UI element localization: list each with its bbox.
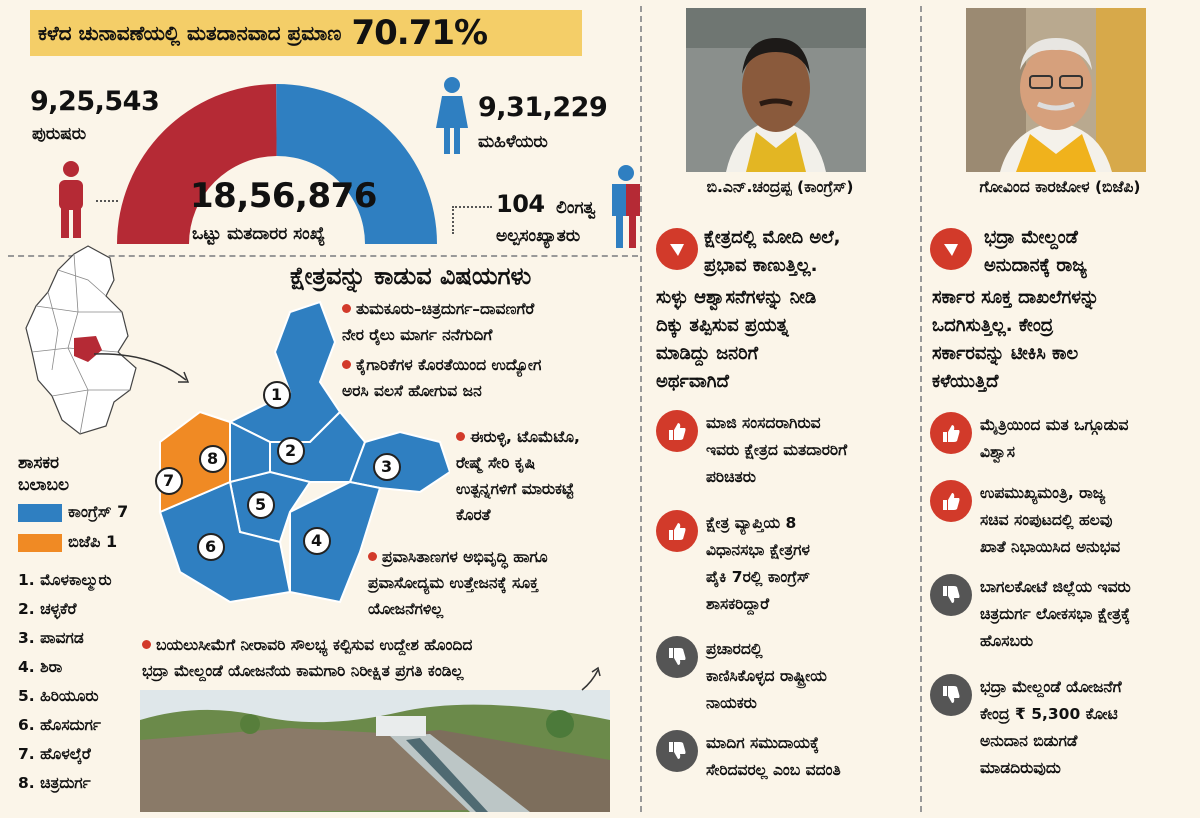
legend-bjp: ಬಿಜೆಪಿ 1 [18, 532, 117, 552]
male-voter-label: ಪುರುಷರು [32, 124, 87, 144]
minority-connector [452, 206, 492, 234]
issue-item-2: ಕೈಗಾರಿಕೆಗಳ ಕೊರತೆಯಿಂದ ಉದ್ಯೋಗ ಅರಸಿ ವಲಸೆ ಹೋ… [342, 356, 542, 400]
male-voter-count: 9,25,543 [30, 86, 160, 117]
candidate2-quote-body: ಸರ್ಕಾರ ಸೂಕ್ತ ದಾಖಲೆಗಳನ್ನು ಒದಗಿಸುತ್ತಿಲ್ಲ. … [932, 287, 1100, 392]
thumbs-down-icon [656, 636, 698, 678]
map-label-4: 4 [302, 526, 332, 560]
candidate1-quote-body: ಸುಳ್ಳು ಆಶ್ವಾಸನೆಗಳನ್ನು ನೀಡಿ ದಿಕ್ಕು ತಪ್ಪಿಸ… [656, 287, 817, 392]
male-connector [96, 200, 118, 202]
list-item: 8. ಚಿತ್ರದುರ್ಗ [18, 774, 91, 792]
legend-congress: ಕಾಂಗ್ರೆಸ್ 7 [18, 502, 128, 522]
constituency-list: 1. ಮೊಳಕಾಲ್ಮುರು 2. ಚಳ್ಳಕೆರೆ 3. ಪಾವಗಡ 4. ಶ… [18, 566, 112, 798]
candidate1-pro-1: ಮಾಜಿ ಸಂಸದರಾಗಿರುವ ಇವರು ಕ್ಷೇತ್ರದ ಮತದಾರರಿಗೆ ಪ… [656, 410, 847, 491]
total-voter-count: 18,56,876 [190, 176, 377, 216]
turnout-label: ಕಳೆದ ಚುನಾವಣೆಯಲ್ಲಿ ಮತದಾನವಾದ ಪ್ರಮಾಣ [38, 21, 342, 45]
bullet-icon [368, 552, 377, 561]
issue-item-3: ಈರುಳ್ಳಿ, ಟೊಮೆಟೊ, ರೇಷ್ಮೆ ಸೇರಿ ಕೃಷಿ ಉತ್ಪನ್… [456, 428, 580, 524]
column-divider-left [640, 6, 642, 812]
minority-count-label: ಲಿಂಗತ್ವ [556, 198, 596, 218]
region-6 [158, 480, 292, 604]
female-voter-label: ಮಹಿಳೆಯರು [478, 132, 548, 152]
thumbs-up-icon [656, 510, 698, 552]
bullet-icon [342, 360, 351, 369]
female-voter-arc [276, 84, 437, 244]
section-divider [8, 255, 638, 257]
minority-label: ಅಲ್ಪಸಂಖ್ಯಾತರು [496, 226, 581, 246]
canal-photo [140, 690, 610, 812]
list-item: 3. ಪಾವಗಡ [18, 629, 84, 647]
candidate1-photo [686, 8, 866, 172]
issue-item-1: ತುಮಕೂರು–ಚಿತ್ರದುರ್ಗ–ದಾವಣಗೆರೆ ನೇರ ರೈಲು ಮಾರ… [342, 300, 535, 344]
map-label-5: 5 [246, 490, 276, 524]
list-item: 4. ಶಿರಾ [18, 658, 63, 676]
column-divider-right [920, 6, 922, 812]
candidate1-con-2: ಮಾದಿಗ ಸಮುದಾಯಕ್ಕೆ ಸೇರಿದವರಲ್ಲ ಎಂಬ ವದಂತಿ [656, 730, 841, 784]
map-label-2: 2 [276, 436, 306, 470]
list-item: 5. ಹಿರಿಯೂರು [18, 687, 99, 705]
map-label-6: 6 [196, 532, 226, 566]
issue-item-4: ಪ್ರವಾಸಿತಾಣಗಳ ಅಭಿವೃದ್ಧಿ ಹಾಗೂ ಪ್ರವಾಸೋದ್ಯಮ … [368, 548, 548, 618]
candidate2-con-2: ಭದ್ರಾ ಮೇಲ್ದಂಡೆ ಯೋಜನೆಗೆ ಕೇಂದ್ರ ₹ 5,300 ಕೋಟ… [930, 674, 1122, 782]
map-label-1: 1 [262, 380, 292, 414]
issues-title: ಕ್ಷೇತ್ರವನ್ನು ಕಾಡುವ ವಿಷಯಗಳು [290, 262, 532, 290]
quote-icon [930, 228, 972, 270]
male-voter-arc [117, 84, 277, 245]
candidate2-photo [966, 8, 1146, 172]
quote-icon [656, 228, 698, 270]
issue-item-5: ಬಯಲುಸೀಮೆಗೆ ನೀರಾವರಿ ಸೌಲಭ್ಯ ಕಲ್ಪಿಸುವ ಉದ್ದೇ… [142, 636, 473, 680]
bjp-swatch [18, 533, 62, 552]
karnataka-locator-map [25, 245, 137, 435]
locator-arrow-icon [93, 353, 190, 383]
candidate1-pro-2: ಕ್ಷೇತ್ರ ವ್ಯಾಪ್ತಿಯ 8 ವಿಧಾನಸಭಾ ಕ್ಷೇತ್ರಗಳ ಪೈಕ… [656, 510, 810, 618]
thumbs-up-icon [930, 412, 972, 454]
region-8 [229, 420, 271, 484]
candidate2-con-1: ಬಾಗಲಕೋಟೆ ಜಿಲ್ಲೆಯ ಇವರು ಚಿತ್ರದುರ್ಗ ಲೋಕಸಭಾ ಕ… [930, 574, 1131, 655]
list-item: 2. ಚಳ್ಳಕೆರೆ [18, 600, 77, 618]
map-label-7: 7 [154, 466, 184, 500]
bullet-icon [456, 432, 465, 441]
candidate1-con-1: ಪ್ರಚಾರದಲ್ಲಿ ಕಾಣಿಸಿಕೊಳ್ಳದ ರಾಷ್ಟ್ರೀಯ ನಾಯಕರು [656, 636, 827, 717]
candidate1-name: ಬಿ.ಎನ್‌.ಚಂದ್ರಪ್ಪ (ಕಾಂಗ್ರೆಸ್‌) [706, 178, 854, 196]
map-label-3: 3 [372, 452, 402, 486]
male-person-icon [59, 161, 83, 238]
candidate2-quote-intro: ಭದ್ರಾ ಮೇಲ್ದಂಡೆ ಅನುದಾನಕ್ಕೆ ರಾಜ್ಯ [984, 227, 1087, 276]
candidate1-quote-intro: ಕ್ಷೇತ್ರದಲ್ಲಿ ಮೋದಿ ಅಲೆ, ಪ್ರಭಾವ ಕಾಣುತ್ತಿಲ್… [704, 227, 841, 276]
candidate2-name: ಗೋವಿಂದ ಕಾರಜೋಳ (ಬಿಜೆಪಿ) [979, 178, 1141, 196]
bullet-icon [342, 304, 351, 313]
thumbs-down-icon [656, 730, 698, 772]
thumbs-up-icon [930, 480, 972, 522]
map-label-8: 8 [198, 444, 228, 478]
thumbs-up-icon [656, 410, 698, 452]
pointer-arrow-icon [581, 666, 601, 691]
voter-half-donut [117, 84, 437, 245]
list-item: 1. ಮೊಳಕಾಲ್ಮುರು [18, 571, 112, 589]
total-voter-label: ಒಟ್ಟು ಮತದಾರರ ಸಂಖ್ಯೆ [192, 224, 326, 244]
list-item: 6. ಹೊಸದುರ್ಗ [18, 716, 101, 734]
thumbs-down-icon [930, 674, 972, 716]
transgender-person-icon [612, 165, 640, 248]
candidate2-pro-1: ಮೈತ್ರಿಯಿಂದ ಮತ ಒಗ್ಗೂಡುವ ವಿಶ್ವಾಸ [930, 412, 1128, 466]
turnout-value: 70.71% [351, 13, 488, 53]
candidate2-pro-2: ಉಪಮುಖ್ಯಮಂತ್ರಿ, ರಾಜ್ಯ ಸಚಿವ ಸಂಪುಟದಲ್ಲಿ ಹಲವು… [930, 480, 1120, 561]
thumbs-down-icon [930, 574, 972, 616]
minority-count: 104 [496, 190, 545, 218]
region-1 [227, 300, 342, 443]
list-item: 7. ಹೊಳಲ್ಕೆರೆ [18, 745, 91, 763]
turnout-banner: ಕಳೆದ ಚುನಾವಣೆಯಲ್ಲಿ ಮತದಾನವಾದ ಪ್ರಮಾಣ 70.71% [30, 10, 582, 56]
female-person-icon [436, 77, 468, 154]
bullet-icon [142, 640, 151, 649]
legend-title: ಶಾಸಕರ ಬಲಾಬಲ [18, 453, 70, 495]
female-voter-count: 9,31,229 [478, 92, 608, 123]
congress-swatch [18, 503, 62, 522]
